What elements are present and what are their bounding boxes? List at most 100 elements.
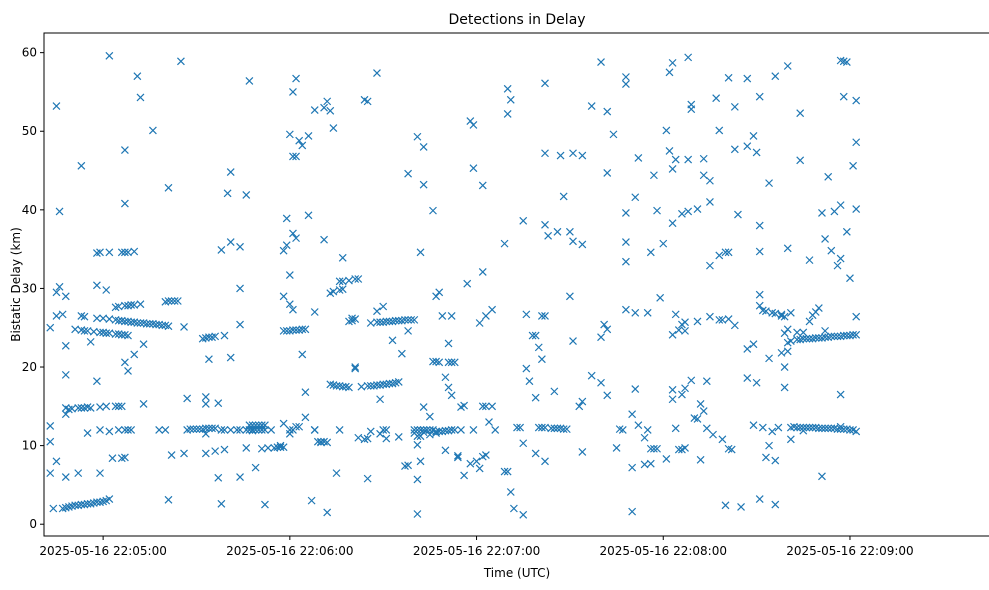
data-point bbox=[556, 151, 565, 160]
data-point bbox=[500, 467, 509, 476]
data-point bbox=[80, 326, 89, 335]
data-point bbox=[279, 443, 288, 452]
data-point bbox=[52, 457, 61, 466]
data-point bbox=[681, 318, 689, 327]
data-point bbox=[338, 285, 347, 294]
data-point bbox=[120, 199, 129, 208]
data-point bbox=[836, 390, 845, 399]
data-point bbox=[621, 257, 630, 266]
data-point bbox=[117, 248, 126, 257]
data-point bbox=[329, 287, 338, 296]
data-point bbox=[164, 297, 173, 305]
data-point bbox=[531, 449, 540, 458]
data-point bbox=[802, 423, 811, 432]
data-point bbox=[366, 381, 375, 390]
data-point bbox=[292, 152, 300, 161]
data-point bbox=[416, 248, 425, 257]
data-point bbox=[155, 425, 164, 434]
data-point bbox=[124, 425, 132, 434]
data-point bbox=[696, 400, 705, 408]
data-point bbox=[811, 334, 820, 342]
data-point bbox=[404, 461, 413, 470]
data-point bbox=[345, 276, 353, 285]
data-point bbox=[721, 248, 730, 257]
data-point bbox=[541, 312, 549, 320]
data-point bbox=[681, 384, 689, 393]
data-point bbox=[824, 424, 833, 433]
data-point bbox=[205, 333, 213, 342]
data-point bbox=[631, 385, 640, 393]
data-point bbox=[485, 418, 493, 426]
data-point bbox=[833, 332, 842, 341]
data-point bbox=[261, 425, 269, 434]
data-point bbox=[668, 219, 677, 228]
data-point bbox=[706, 261, 714, 270]
data-point bbox=[522, 364, 531, 373]
data-point bbox=[226, 425, 235, 434]
data-point bbox=[755, 301, 764, 310]
data-point bbox=[164, 183, 173, 192]
data-point bbox=[621, 238, 630, 246]
data-point bbox=[96, 469, 104, 478]
data-point bbox=[743, 74, 752, 83]
data-point bbox=[61, 341, 70, 350]
data-point bbox=[310, 106, 319, 114]
data-point bbox=[478, 402, 487, 411]
data-point bbox=[164, 495, 173, 504]
data-point bbox=[724, 315, 733, 324]
data-point bbox=[755, 221, 764, 230]
data-point bbox=[145, 319, 154, 328]
data-point bbox=[351, 363, 360, 371]
data-point bbox=[432, 427, 441, 436]
data-point bbox=[631, 308, 640, 317]
data-point bbox=[136, 319, 145, 327]
data-point bbox=[148, 126, 157, 135]
data-point bbox=[755, 247, 764, 256]
data-point bbox=[674, 445, 683, 454]
data-point bbox=[261, 500, 269, 509]
data-point bbox=[793, 328, 801, 337]
data-point bbox=[251, 463, 260, 472]
data-point bbox=[818, 209, 826, 217]
data-point bbox=[124, 367, 132, 375]
data-point bbox=[612, 444, 621, 452]
data-point bbox=[649, 171, 658, 180]
data-point bbox=[298, 350, 307, 359]
data-point bbox=[289, 88, 297, 96]
data-point bbox=[715, 126, 724, 135]
data-point bbox=[818, 424, 826, 433]
data-point bbox=[338, 382, 347, 391]
data-point bbox=[71, 325, 80, 334]
y-tick-label: 50 bbox=[22, 124, 37, 138]
data-point bbox=[419, 180, 428, 189]
data-point bbox=[46, 469, 55, 478]
data-point bbox=[478, 268, 487, 276]
data-point bbox=[102, 329, 111, 338]
data-point bbox=[805, 256, 814, 265]
data-point bbox=[541, 79, 549, 88]
data-point bbox=[120, 317, 129, 326]
data-point bbox=[578, 240, 587, 249]
data-point bbox=[105, 329, 114, 338]
data-point bbox=[105, 495, 114, 503]
data-point bbox=[96, 248, 104, 257]
data-point bbox=[706, 198, 714, 206]
data-point bbox=[640, 460, 649, 469]
data-point bbox=[547, 424, 556, 433]
data-point bbox=[597, 58, 605, 67]
data-point bbox=[289, 326, 297, 335]
data-point bbox=[559, 192, 568, 201]
data-point bbox=[749, 340, 758, 349]
data-point bbox=[541, 149, 549, 158]
data-point bbox=[108, 454, 117, 463]
data-point bbox=[130, 247, 139, 256]
data-point bbox=[668, 385, 677, 394]
data-point bbox=[345, 383, 353, 392]
data-point bbox=[373, 307, 381, 316]
data-point bbox=[628, 410, 637, 419]
data-point bbox=[839, 331, 848, 340]
data-point bbox=[242, 190, 251, 199]
data-point bbox=[762, 307, 770, 316]
data-point bbox=[192, 425, 201, 434]
